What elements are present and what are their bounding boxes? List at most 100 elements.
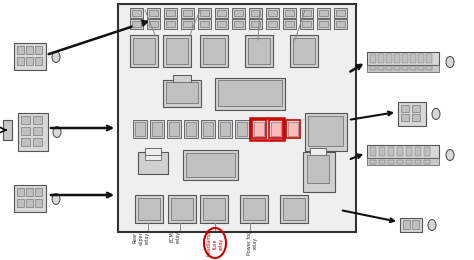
Bar xyxy=(171,198,193,220)
Bar xyxy=(290,35,318,67)
Bar xyxy=(3,120,12,140)
Bar xyxy=(286,120,300,138)
Bar xyxy=(166,21,175,27)
Ellipse shape xyxy=(446,150,454,160)
Bar xyxy=(133,120,147,138)
Bar xyxy=(379,147,385,156)
Bar xyxy=(118,4,356,232)
Bar xyxy=(370,160,376,164)
Text: Rear
wiper
relay: Rear wiper relay xyxy=(133,231,149,245)
Bar xyxy=(163,35,191,67)
Bar xyxy=(217,10,226,16)
Bar xyxy=(406,147,412,156)
Bar xyxy=(370,66,376,70)
Bar xyxy=(415,147,421,156)
Bar xyxy=(130,8,143,18)
Bar xyxy=(215,8,228,18)
Bar xyxy=(150,120,164,138)
Bar xyxy=(307,155,329,183)
Bar xyxy=(397,147,403,156)
Bar xyxy=(402,66,408,70)
Bar xyxy=(370,147,376,156)
Bar xyxy=(33,127,42,135)
Bar xyxy=(35,188,42,196)
Bar xyxy=(26,46,33,54)
Bar xyxy=(370,54,376,63)
Bar xyxy=(218,120,232,138)
Bar xyxy=(378,66,384,70)
Bar xyxy=(367,65,439,72)
Bar xyxy=(186,122,196,136)
Bar xyxy=(268,10,277,16)
Bar xyxy=(35,57,42,65)
Bar xyxy=(17,46,24,54)
Bar xyxy=(18,113,48,151)
Bar xyxy=(147,19,160,29)
Bar xyxy=(285,21,294,27)
Bar xyxy=(166,82,198,103)
Bar xyxy=(402,54,408,63)
Text: Power fog
relay: Power fog relay xyxy=(246,231,257,255)
Bar xyxy=(412,114,420,121)
Text: Headlamp
fuse
relay: Headlamp fuse relay xyxy=(207,231,223,256)
Bar xyxy=(308,116,343,146)
Bar xyxy=(234,21,243,27)
Bar xyxy=(317,19,330,29)
Bar xyxy=(26,199,33,207)
Bar xyxy=(215,19,228,29)
Bar xyxy=(268,21,277,27)
Bar xyxy=(166,10,175,16)
Bar xyxy=(217,21,226,27)
Bar xyxy=(163,80,201,107)
Bar xyxy=(334,19,347,29)
Bar xyxy=(388,147,394,156)
Bar xyxy=(250,118,284,140)
Bar xyxy=(367,52,439,65)
Bar xyxy=(336,10,345,16)
Bar xyxy=(198,19,211,29)
Bar xyxy=(17,188,24,196)
Bar xyxy=(203,198,225,220)
Bar xyxy=(424,160,430,164)
Bar xyxy=(367,145,439,158)
Bar xyxy=(200,10,209,16)
Bar xyxy=(283,19,296,29)
Bar xyxy=(288,122,298,136)
Bar xyxy=(254,122,264,136)
Bar xyxy=(21,127,30,135)
Bar xyxy=(424,147,430,156)
Bar xyxy=(14,185,46,212)
Bar xyxy=(26,188,33,196)
Bar xyxy=(302,10,311,16)
Bar xyxy=(426,54,432,63)
Bar xyxy=(184,120,198,138)
Bar xyxy=(145,148,161,155)
Bar xyxy=(232,19,245,29)
Bar xyxy=(251,21,260,27)
Ellipse shape xyxy=(428,219,436,231)
Bar xyxy=(248,38,270,64)
Bar xyxy=(21,116,30,124)
Bar xyxy=(249,8,262,18)
Bar xyxy=(251,10,260,16)
Bar xyxy=(135,122,145,136)
Bar xyxy=(198,8,211,18)
Bar xyxy=(410,66,416,70)
Bar xyxy=(220,122,230,136)
Bar xyxy=(26,57,33,65)
Bar xyxy=(166,38,188,64)
Bar xyxy=(232,8,245,18)
Bar xyxy=(293,38,315,64)
Bar xyxy=(203,122,213,136)
Bar xyxy=(336,21,345,27)
Bar xyxy=(418,54,424,63)
Ellipse shape xyxy=(432,108,440,120)
Bar xyxy=(200,195,228,223)
Bar xyxy=(285,10,294,16)
Bar xyxy=(234,10,243,16)
Bar xyxy=(130,35,158,67)
Bar xyxy=(397,160,403,164)
Bar xyxy=(138,152,168,174)
Bar xyxy=(130,19,143,29)
Bar xyxy=(412,105,420,112)
